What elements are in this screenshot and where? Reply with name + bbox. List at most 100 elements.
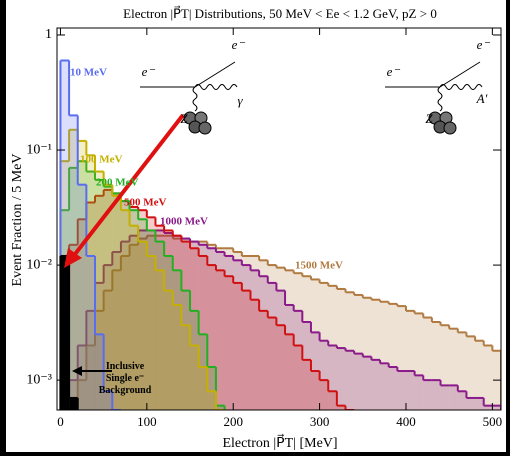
- bin-fill: [190, 241, 199, 410]
- bin-fill: [86, 155, 96, 410]
- bin-fill: [129, 235, 139, 410]
- bin-fill: [449, 385, 458, 410]
- bin-fill: [155, 225, 165, 410]
- bin-fill: [120, 210, 130, 410]
- bin-fill: [86, 171, 96, 410]
- bin-fill: [457, 332, 467, 410]
- bin-fill: [190, 345, 199, 410]
- bin-fill: [129, 225, 139, 410]
- bin-fill: [69, 129, 78, 410]
- bin-fill: [95, 310, 104, 410]
- series-label: 10 MeV: [70, 67, 107, 79]
- diagram-label: e⁻: [477, 37, 491, 52]
- bin-fill: [233, 251, 242, 410]
- bin-fill: [103, 184, 113, 410]
- diagram-label: Z: [180, 111, 188, 126]
- bin-fill: [319, 340, 329, 410]
- bin-fill: [207, 391, 216, 410]
- bin-fill: [198, 334, 208, 410]
- bin-fill: [215, 248, 225, 410]
- bin-fill: [103, 189, 113, 410]
- bin-fill: [397, 306, 406, 410]
- bin-fill: [362, 356, 372, 410]
- bin-fill: [86, 255, 96, 410]
- bin-fill: [440, 325, 450, 410]
- annotations: [64, 61, 483, 376]
- bin-fill: [155, 270, 165, 410]
- bin-fill: [207, 265, 216, 410]
- bin-fill: [328, 345, 337, 410]
- bin-fill: [198, 367, 208, 410]
- bin-fill: [224, 255, 234, 410]
- bin-fill: [198, 241, 208, 410]
- bin-fill: [172, 304, 182, 410]
- bin-fill: [198, 244, 208, 410]
- bin-fill: [86, 310, 96, 410]
- histogram-series: [59, 128, 225, 410]
- bin-fill: [112, 195, 121, 410]
- diagram-label: A′: [476, 91, 488, 106]
- diagram-right: [385, 61, 483, 135]
- bin-fill: [86, 345, 96, 410]
- bin-fill: [112, 193, 121, 410]
- bin-fill: [380, 363, 389, 410]
- y-tick-label: 1: [45, 27, 52, 42]
- bin-fill: [293, 273, 303, 410]
- bin-fill: [405, 310, 415, 410]
- x-tick-label: 0: [57, 414, 64, 429]
- bin-fill: [380, 301, 389, 410]
- bin-fill: [69, 167, 78, 410]
- bin-fill: [146, 235, 156, 410]
- bin-fill: [354, 294, 363, 410]
- diagram-label: e⁻: [142, 64, 156, 79]
- bin-fill: [77, 380, 87, 410]
- bin-fill: [371, 359, 381, 410]
- bin-fill: [172, 235, 182, 410]
- bin-fill: [69, 380, 78, 410]
- histogram-series: [59, 188, 355, 410]
- bin-fill: [475, 340, 484, 410]
- bin-fill: [319, 282, 329, 410]
- series-label: Inclusive Single e⁻ Background: [98, 361, 152, 396]
- bin-fill: [138, 230, 147, 410]
- bin-fill: [95, 282, 104, 410]
- bin-fill: [310, 371, 320, 410]
- series-label: 1500 MeV: [295, 260, 343, 272]
- bin-fill: [328, 391, 337, 410]
- bin-fill: [285, 334, 294, 410]
- bin-fill: [336, 405, 346, 410]
- bin-fill: [423, 380, 432, 410]
- bin-fill: [259, 260, 268, 410]
- bin-fill: [129, 206, 139, 410]
- histogram-series: [60, 234, 501, 410]
- bin-fill: [103, 391, 113, 410]
- bin-fill: [215, 405, 225, 410]
- bin-fill: [103, 265, 113, 410]
- bin-fill: [431, 380, 441, 410]
- y-axis-title: Event Fraction / 5 MeV: [10, 154, 25, 287]
- red-arrow: [70, 113, 185, 260]
- bin-fill: [475, 397, 484, 410]
- bin-fill: [449, 328, 458, 410]
- black-arrow-head: [72, 366, 82, 376]
- bin-fill: [77, 161, 87, 410]
- series-label: 200 MeV: [96, 177, 139, 189]
- bin-fill: [233, 282, 242, 410]
- bin-fill: [250, 299, 260, 410]
- bin-fill: [190, 310, 199, 410]
- bin-fill: [267, 265, 277, 410]
- bin-fill: [164, 255, 173, 410]
- x-tick-label: 200: [223, 414, 243, 429]
- bin-fill: [233, 260, 242, 410]
- bin-fill: [336, 288, 346, 410]
- bin-fill: [293, 310, 303, 410]
- bin-fill: [146, 230, 156, 410]
- bin-fill: [371, 299, 381, 410]
- bin-fill: [241, 255, 251, 410]
- bin-fill: [354, 353, 363, 410]
- bin-fill: [103, 290, 113, 410]
- bin-fill: [95, 195, 104, 410]
- bin-fill: [198, 255, 208, 410]
- bin-fill: [250, 270, 260, 410]
- bin-fill: [285, 270, 294, 410]
